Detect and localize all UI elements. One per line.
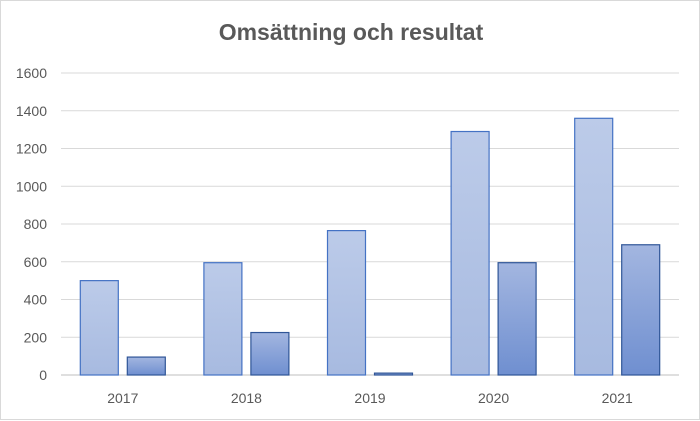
- x-tick-label: 2018: [231, 390, 262, 406]
- y-tick-label: 1400: [16, 103, 47, 119]
- y-tick-label: 1600: [16, 65, 47, 81]
- x-tick-label: 2021: [602, 390, 633, 406]
- bar-series-2-2017: [126, 356, 166, 376]
- bar-series-1-2021: [574, 117, 614, 376]
- x-tick-label: 2019: [354, 390, 385, 406]
- bar-series-1-2017: [79, 280, 119, 376]
- y-tick-label: 800: [24, 216, 48, 232]
- bar-series-2-2020: [497, 262, 537, 376]
- y-tick-label: 1200: [16, 141, 47, 157]
- bar-series-2-2021: [621, 244, 661, 376]
- y-tick-label: 400: [24, 292, 48, 308]
- bars: [79, 117, 661, 376]
- bar-series-2-2018: [250, 331, 290, 376]
- x-tick-label: 2020: [478, 390, 509, 406]
- y-tick-label: 0: [39, 367, 47, 383]
- y-tick-label: 600: [24, 254, 48, 270]
- bar-series-1-2018: [203, 262, 243, 376]
- tick-labels: 0 200 400 600 800 1000 1200 1400 1600 2017 2018 201…: [16, 65, 633, 406]
- chart-title: Omsättning och resultat: [218, 19, 484, 45]
- y-tick-label: 1000: [16, 178, 47, 194]
- bar-series-1-2019: [326, 230, 367, 376]
- bar-series-1-2020: [450, 130, 490, 376]
- x-tick-label: 2017: [107, 390, 138, 406]
- y-tick-label: 200: [24, 329, 48, 345]
- bar-series-2-2019: [373, 372, 414, 376]
